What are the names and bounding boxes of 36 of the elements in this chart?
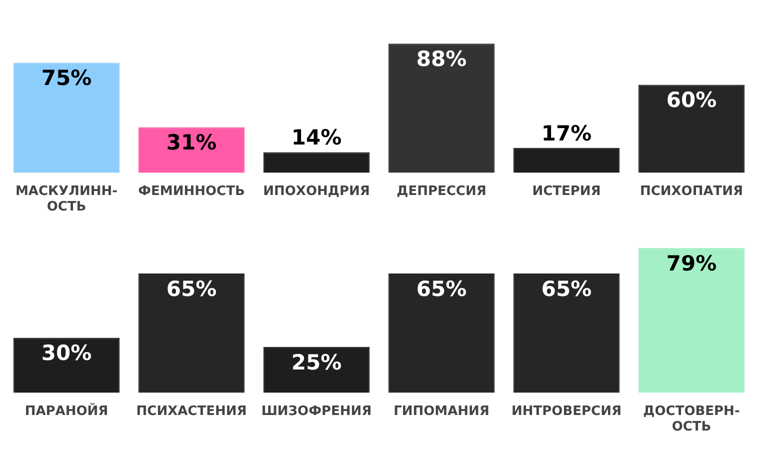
x-tick-label: ИПОХОНДРИЯ: [263, 184, 370, 199]
data-label: 60%: [666, 88, 717, 112]
bar: [513, 148, 620, 173]
bar: [388, 44, 495, 173]
bar: [388, 274, 495, 393]
bar: [513, 274, 620, 393]
data-label: 75%: [41, 66, 92, 90]
x-tick-label: ФЕМИННОСТЬ: [138, 184, 245, 199]
x-tick-label: ПАРАНОЙЯ: [24, 402, 108, 419]
bar: [638, 84, 745, 173]
data-label: 79%: [666, 251, 717, 276]
data-label: 88%: [416, 47, 467, 72]
data-label: 65%: [166, 276, 217, 301]
data-label: 17%: [541, 121, 592, 146]
data-label: 25%: [291, 350, 342, 374]
x-tick-label: ДЕПРЕССИЯ: [396, 184, 486, 199]
data-label: 65%: [541, 276, 592, 301]
x-tick-label: ШИЗОФРЕНИЯ: [261, 404, 372, 419]
bar: [263, 346, 370, 393]
x-tick-label: ПСИХОПАТИЯ: [640, 184, 744, 199]
x-tick-label: ИСТЕРИЯ: [532, 184, 601, 199]
x-tick-label: ИНТРОВЕРСИЯ: [512, 404, 622, 419]
data-label: 14%: [291, 126, 342, 150]
bar: [13, 338, 120, 393]
x-tick-label: ГИПОМАНИЯ: [394, 404, 490, 419]
bar: [13, 62, 120, 173]
bar: [138, 127, 245, 173]
data-label: 31%: [166, 130, 217, 155]
bar: [638, 248, 745, 393]
data-label: 30%: [41, 341, 92, 366]
x-tick-label: ПСИХАСТЕНИЯ: [136, 404, 247, 419]
x-tick-label: ДОСТОВЕРН-ОСТЬ: [643, 404, 740, 435]
data-label: 65%: [416, 276, 467, 301]
bar: [263, 152, 370, 173]
bar: [138, 274, 245, 393]
x-tick-label: МАСКУЛИНН-ОСТЬ: [15, 184, 118, 215]
